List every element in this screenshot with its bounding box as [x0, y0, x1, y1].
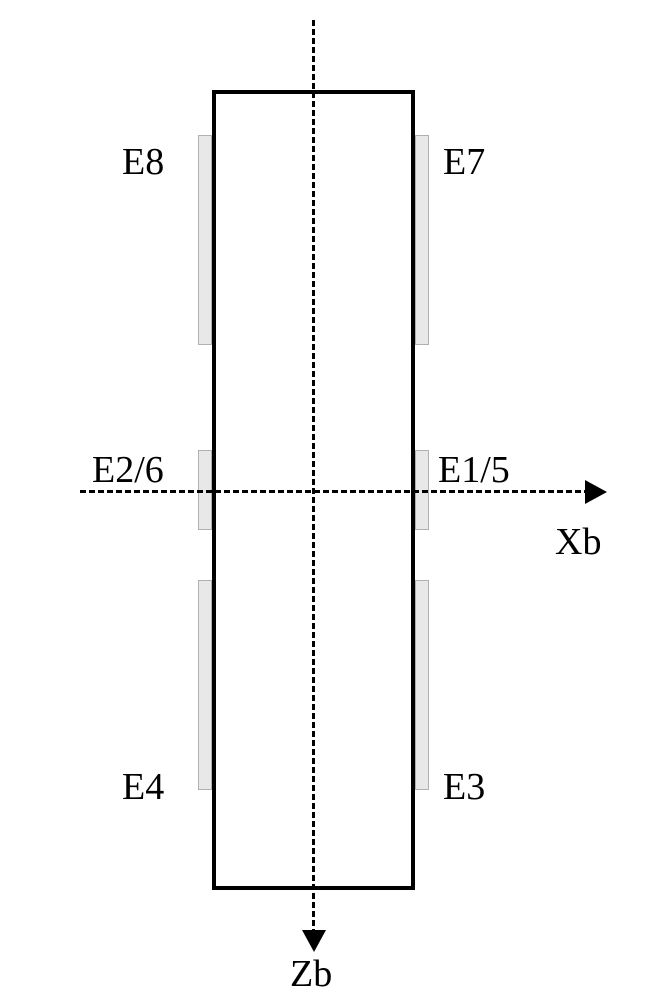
label-E7: E7 [443, 140, 485, 184]
x-axis-line-over [80, 490, 590, 493]
label-E4: E4 [122, 765, 164, 809]
electrode-E3 [415, 580, 429, 790]
electrode-diagram: E8 E7 E2/6 E1/5 E4 E3 Xb Zb [0, 0, 672, 1000]
label-E1-5: E1/5 [438, 448, 510, 492]
x-axis-label: Xb [555, 520, 601, 564]
label-E3: E3 [443, 765, 485, 809]
electrode-E8 [198, 135, 212, 345]
z-axis-label: Zb [290, 952, 332, 996]
electrode-E7 [415, 135, 429, 345]
label-E2-6: E2/6 [92, 448, 164, 492]
label-E8: E8 [122, 140, 164, 184]
electrode-E4 [198, 580, 212, 790]
z-axis-line-over [312, 20, 315, 935]
